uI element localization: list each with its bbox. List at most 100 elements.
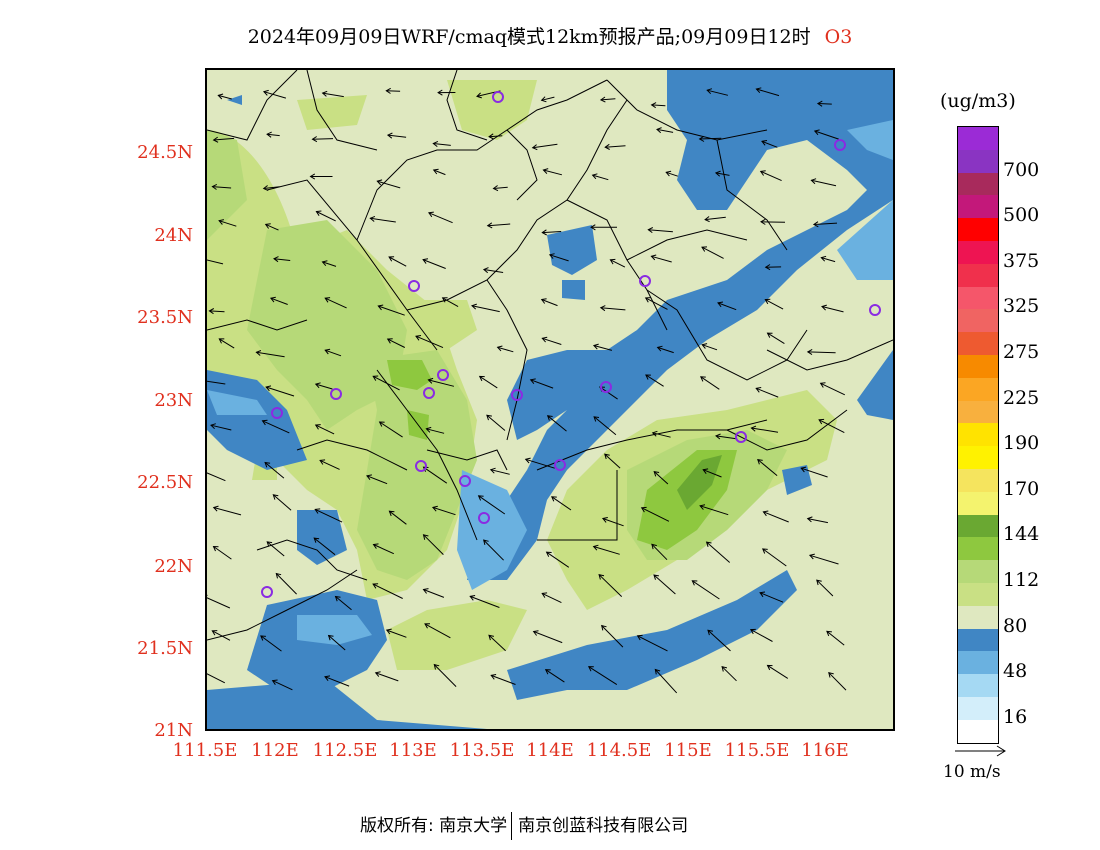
lon-tick-label: 115E [664,740,712,761]
wind-arrow-head [321,90,328,97]
wind-arrow-head [427,377,434,384]
wind-arrow-head [388,256,395,262]
wind-arrow-head [441,297,448,303]
wind-arrow [637,635,668,652]
wind-arrow [653,471,669,485]
wind-arrow-head [656,345,663,352]
wind-arrow [260,635,282,652]
wind-arrow [605,145,626,148]
wind-arrow-head [374,671,381,677]
wind-arrow [479,375,498,389]
legend-swatch [958,514,998,538]
wind-arrow [598,574,623,597]
wind-arrow-head [599,96,606,103]
wind-arrow [541,592,562,604]
wind-arrow-head [422,534,429,540]
wind-arrow-head [483,539,489,546]
wind-arrow [707,89,729,96]
wind-arrow [826,630,845,646]
wind-arrow-head [762,510,769,517]
forecast-map[interactable] [205,68,895,731]
wind-arrow [432,506,456,516]
wind-arrow [319,459,340,470]
wind-arrow-head [762,548,768,554]
color-legend [957,126,999,744]
wind-arrow-head [321,260,328,267]
wind-arrow [325,349,342,357]
wind-arrow-head [806,348,813,356]
wind-arrow [379,421,403,438]
legend-label: 500 [1003,204,1040,227]
wind-arrow-head [217,93,224,100]
wind-arrow [541,299,558,307]
footer-left: 版权所有: 南京大学 [360,816,508,836]
wind-arrow-head [210,423,216,430]
wind-arrow [818,419,845,434]
legend-swatch [958,377,998,401]
wind-arrow [487,223,511,227]
wind-arrow [601,625,624,648]
legend-swatch [958,218,998,241]
wind-arrow-head [761,140,768,146]
wind-arrow [387,338,406,348]
wind-arrow-head [476,92,482,99]
wind-arrow [817,103,832,105]
wind-arrow [272,494,292,511]
wind-arrow [265,386,295,397]
boundary-lines [207,70,893,641]
wind-arrow-head [428,211,434,218]
wind-arrow-head [327,634,334,641]
legend-swatch [958,127,998,150]
species-label: O3 [824,26,853,48]
wind-arrow-head [385,87,391,94]
wind-arrow [545,669,565,683]
wind-arrow-head [544,669,551,675]
wind-arrow-head [593,416,600,422]
wind-arrow-head [324,675,331,682]
wind-arrow [763,511,789,523]
wind-arrow [423,466,448,484]
wind-arrow [756,88,780,97]
wind-arrow-head [808,553,815,560]
wind-arrow [423,534,444,555]
wind-arrow-head [651,543,657,550]
wind-arrow-head [385,628,392,635]
wind-arrow [483,539,504,561]
wind-arrow-head [488,634,495,641]
wind-arrow [657,346,674,354]
wind-arrow-head [486,222,493,229]
wind-arrow [490,469,510,475]
station-marker [330,388,342,400]
wind-arrow [315,424,335,435]
wind-arrow [706,541,731,563]
wind-arrow-head [477,495,484,501]
wind-arrow-head [255,350,262,356]
wind-arrow-head [422,258,429,264]
wind-arrow-head [757,458,763,465]
wind-arrow [207,380,226,385]
wind-arrow [471,305,500,313]
wind-arrow-head [636,634,643,641]
wind-arrow-head [261,419,268,426]
wind-arrow [656,128,674,133]
wind-arrow [428,379,455,387]
wind-arrow-head [386,132,393,139]
wind-arrow-head [437,89,443,96]
wind-arrow [264,462,285,479]
wind-arrow-head [369,215,376,222]
wind-arrow-head [524,457,531,464]
wind-arrow [370,217,396,223]
wind-arrow-head [604,143,610,150]
wind-arrow-head [813,129,820,136]
wind-arrow-head [541,336,548,343]
wind-arrow [378,305,405,316]
wind-arrow [270,297,288,305]
wind-arrow [533,631,563,644]
wind-arrow [761,140,778,148]
legend-label: 16 [1003,705,1028,728]
legend-swatch [958,537,998,561]
wind-arrow-head [372,375,379,381]
wind-arrow [767,332,785,345]
wind-arrow-head [334,595,341,602]
legend-label: 225 [1003,386,1040,409]
